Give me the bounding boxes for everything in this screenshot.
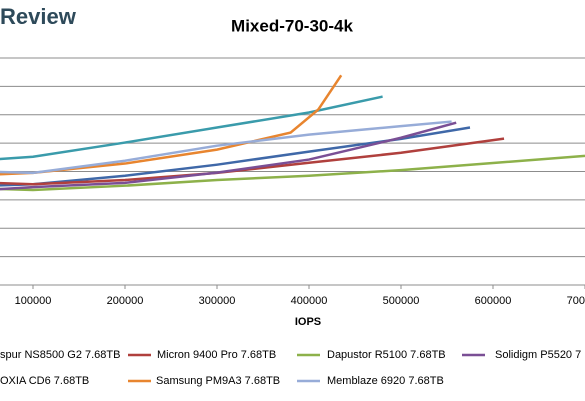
x-axis-label: IOPS xyxy=(295,316,321,328)
x-tick-label: 100000 xyxy=(15,295,52,307)
x-tick-label: 700000 xyxy=(567,295,585,307)
x-tick-label: 600000 xyxy=(475,295,512,307)
x-tick-label: 200000 xyxy=(107,295,144,307)
x-tick-label: 500000 xyxy=(383,295,420,307)
series-line xyxy=(0,74,343,176)
series-line xyxy=(0,126,471,187)
legend-label: Memblaze 6920 7.68TB xyxy=(327,375,444,387)
legend-label: OXIA CD6 7.68TB xyxy=(0,375,89,387)
legend-label: Micron 9400 Pro 7.68TB xyxy=(157,349,276,361)
legend-label: Samsung PM9A3 7.68TB xyxy=(156,375,280,387)
chart-title: Mixed-70-30-4k xyxy=(231,16,353,35)
x-tick-label: 400000 xyxy=(291,295,328,307)
brand: Review xyxy=(0,4,77,29)
series-line xyxy=(0,121,457,191)
series-line xyxy=(0,95,383,161)
series-line xyxy=(0,154,585,192)
x-tick-label: 300000 xyxy=(199,295,236,307)
legend-label: Dapustor R5100 7.68TB xyxy=(327,349,446,361)
legend-label: spur NS8500 G2 7.68TB xyxy=(0,349,120,361)
series-line xyxy=(0,120,452,175)
legend-label: Solidigm P5520 7 xyxy=(495,349,581,361)
